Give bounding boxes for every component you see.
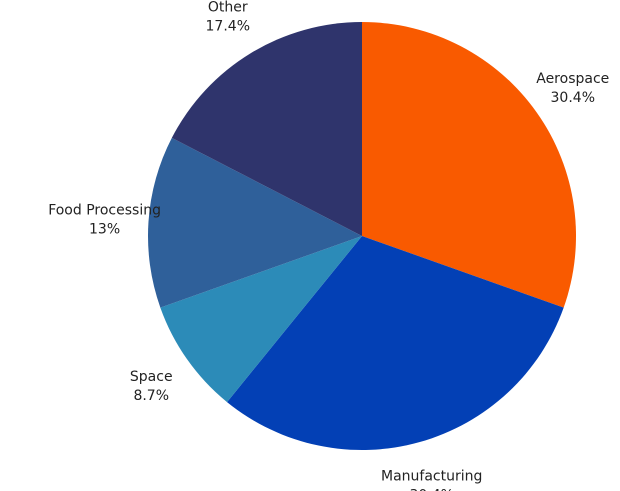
- slice-category-label: Manufacturing: [381, 468, 482, 484]
- pie-slice-other[interactable]: [171, 22, 362, 236]
- slice-percent-label: 13%: [89, 222, 120, 238]
- slice-category-label: Food Processing: [48, 203, 161, 219]
- pie-labels: Aerospace 30.4% Manufacturing 30.4% Space 8.7…: [48, 0, 609, 491]
- slice-category-label: Other: [208, 0, 248, 16]
- pie-label-space: Space 8.7%: [130, 369, 173, 404]
- slice-percent-label: 30.4%: [409, 487, 453, 491]
- pie-slice-space[interactable]: [160, 236, 362, 403]
- slice-category-label: Aerospace: [536, 71, 609, 87]
- slice-percent-label: 8.7%: [133, 388, 169, 404]
- slice-category-label: Space: [130, 369, 173, 385]
- pie-slices: [148, 22, 577, 450]
- pie-slice-manufacturing[interactable]: [227, 236, 564, 450]
- slice-percent-label: 30.4%: [551, 90, 595, 106]
- pie-label-other: Other 17.4%: [206, 0, 250, 35]
- pie-label-food-processing: Food Processing 13%: [48, 203, 161, 238]
- pie-label-aerospace: Aerospace 30.4%: [536, 71, 609, 106]
- pie-slice-aerospace[interactable]: [362, 22, 577, 308]
- pie-label-manufacturing: Manufacturing 30.4%: [381, 468, 482, 491]
- pie-slice-food-processing[interactable]: [148, 137, 362, 308]
- slice-percent-label: 17.4%: [206, 19, 250, 35]
